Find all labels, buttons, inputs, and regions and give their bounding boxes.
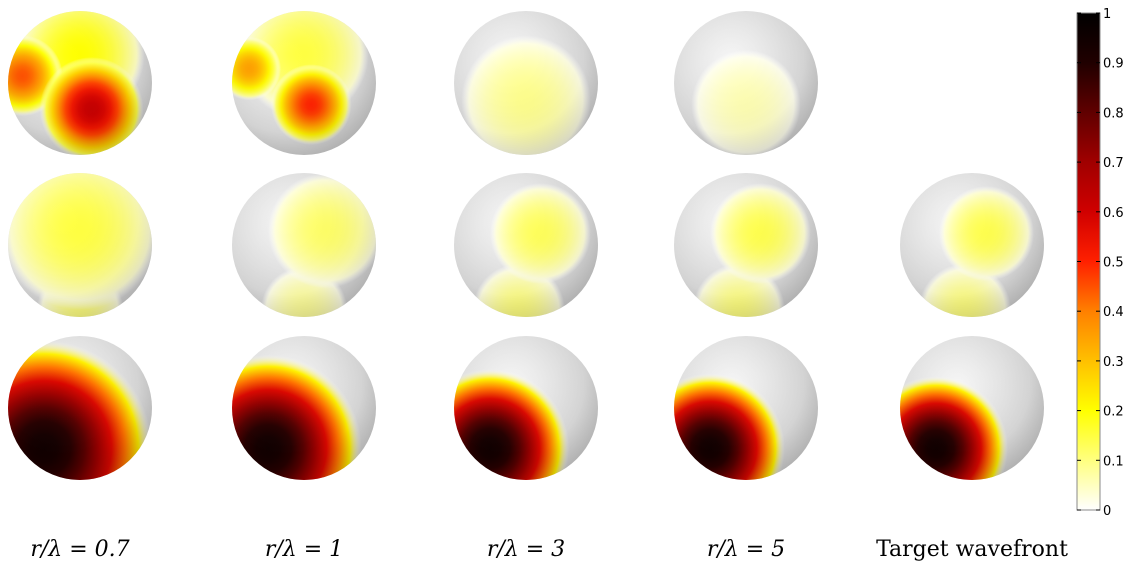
colorbar-tick-label: 0.2: [1103, 405, 1124, 420]
sphere-shading: [232, 336, 376, 480]
colorbar-tick-label: 0.9: [1103, 57, 1124, 72]
colorbar-tick-label: 1: [1103, 7, 1111, 22]
colorbar: 0 0.1 0.2 0.3 0.4 0.5 0.6 0.7 0.8 0.9 1: [1076, 7, 1124, 519]
sphere-panel: [232, 11, 376, 155]
column-labels: r/λ = 0.7 r/λ = 1 r/λ = 3 r/λ = 5 Target wav…: [30, 537, 1068, 561]
column-label: r/λ = 5: [707, 537, 785, 561]
sphere-shading: [232, 11, 376, 155]
column-label: r/λ = 3: [487, 537, 565, 561]
sphere-panel: [900, 173, 1044, 317]
sphere-panels: [8, 11, 1044, 480]
colorbar-tick-label: 0.1: [1103, 454, 1124, 469]
sphere-shading: [8, 11, 152, 155]
sphere-shading: [232, 173, 376, 317]
sphere-panel: [8, 11, 152, 155]
colorbar-tick-label: 0.7: [1103, 156, 1124, 171]
sphere-panel: [8, 336, 152, 480]
sphere-panel: [454, 336, 598, 480]
sphere-panel: [674, 336, 818, 480]
sphere-shading: [454, 11, 598, 155]
sphere-panel: [232, 173, 376, 317]
column-label: Target wavefront: [876, 537, 1068, 561]
sphere-shading: [454, 336, 598, 480]
sphere-shading: [900, 173, 1044, 317]
colorbar-tick-label: 0.5: [1103, 256, 1124, 271]
colorbar-tick-label: 0.6: [1103, 206, 1124, 221]
sphere-shading: [8, 336, 152, 480]
colorbar-tick-label: 0.8: [1103, 106, 1124, 121]
sphere-panel: [232, 336, 376, 480]
sphere-panel: [454, 11, 598, 155]
sphere-shading: [674, 173, 818, 317]
colorbar-tick-label: 0.4: [1103, 305, 1124, 320]
sphere-shading: [674, 11, 818, 155]
column-label: r/λ = 0.7: [30, 537, 129, 561]
sphere-shading: [454, 173, 598, 317]
column-label: r/λ = 1: [265, 537, 343, 561]
sphere-panel: [674, 173, 818, 317]
colorbar-tick-label: 0.3: [1103, 355, 1124, 370]
sphere-panel: [900, 336, 1044, 480]
sphere-shading: [8, 173, 152, 317]
sphere-panel: [454, 173, 598, 317]
sphere-panel: [674, 11, 818, 155]
sphere-shading: [900, 336, 1044, 480]
sphere-panel: [8, 173, 152, 317]
sphere-shading: [674, 336, 818, 480]
colorbar-tick-label: 0: [1103, 504, 1111, 519]
